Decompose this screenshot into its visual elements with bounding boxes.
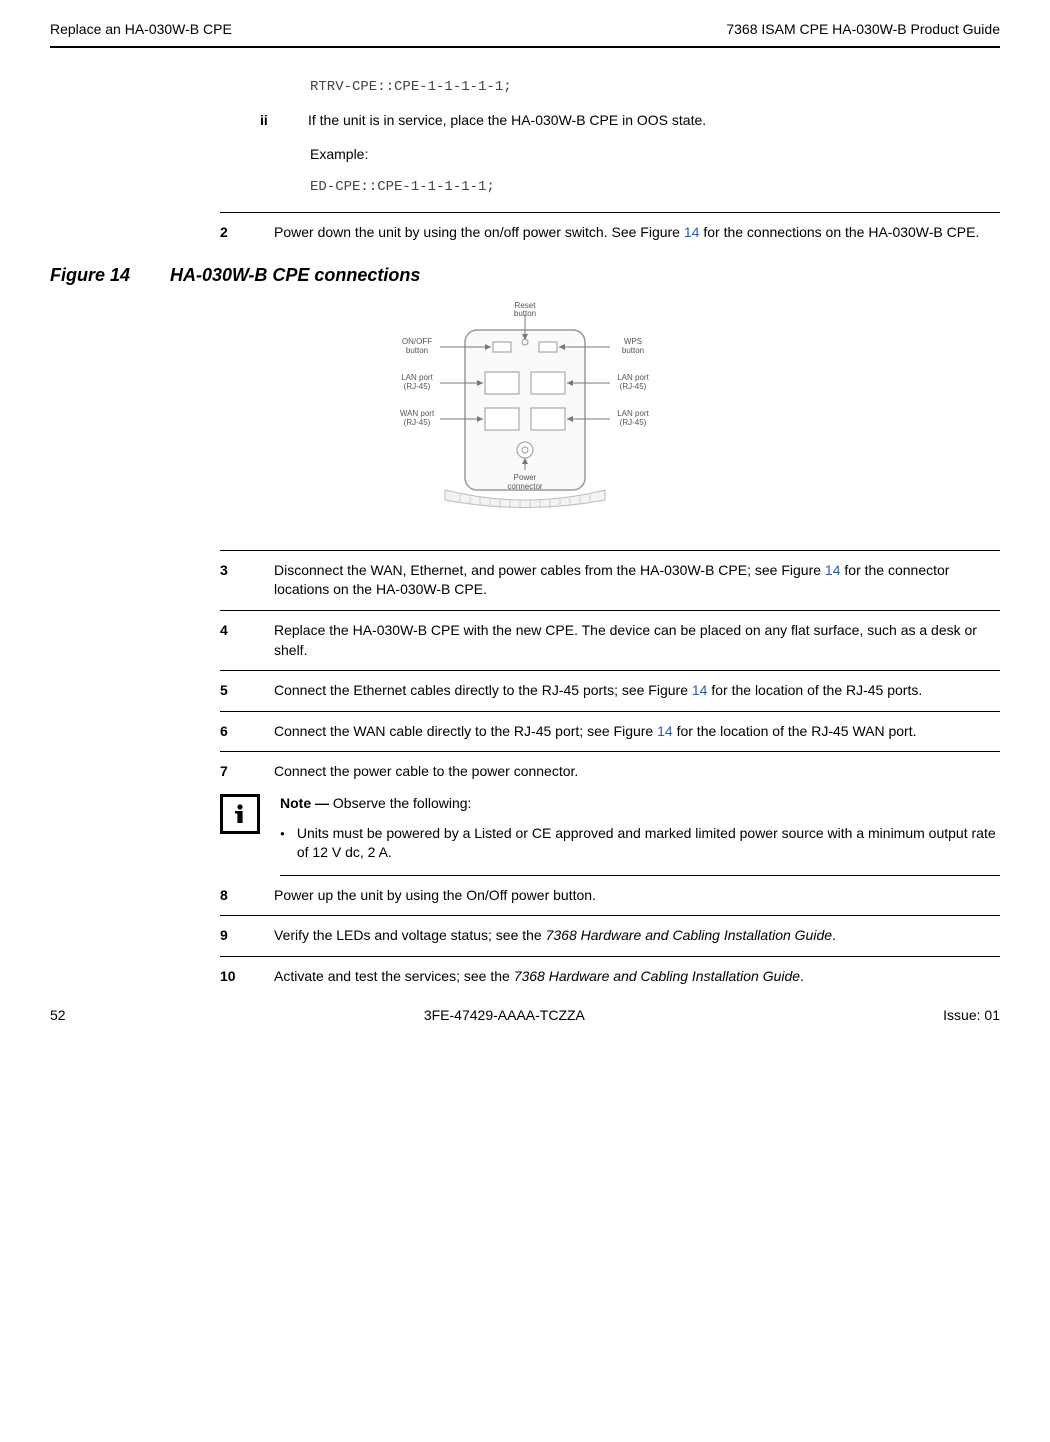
step-text: Connect the Ethernet cables directly to … xyxy=(274,681,1000,701)
step-text: Activate and test the services; see the … xyxy=(274,967,1000,987)
step-3: 3 Disconnect the WAN, Ethernet, and powe… xyxy=(220,561,1000,600)
step-9: 9 Verify the LEDs and voltage status; se… xyxy=(220,926,1000,946)
code-rtrv: RTRV-CPE::CPE-1-1-1-1-1; xyxy=(310,78,1000,98)
rule-before-step6 xyxy=(220,711,1000,712)
label-lan-tl: LAN port xyxy=(401,373,433,382)
device-diagram-svg: Reset button ON/OFF button WPS button LA… xyxy=(385,300,665,530)
svg-text:button: button xyxy=(622,346,644,355)
svg-text:button: button xyxy=(406,346,428,355)
step-num: 3 xyxy=(220,561,240,600)
rule-before-step7 xyxy=(220,751,1000,752)
figure-14-image: Reset button ON/OFF button WPS button LA… xyxy=(50,300,1000,530)
step-num: 9 xyxy=(220,926,240,946)
svg-text:(RJ-45): (RJ-45) xyxy=(404,418,431,427)
label-lan-tr: LAN port xyxy=(617,373,649,382)
header-right: 7368 ISAM CPE HA-030W-B Product Guide xyxy=(726,20,1000,40)
rule-before-step10 xyxy=(220,956,1000,957)
note-bullet: ● Units must be powered by a Listed or C… xyxy=(280,824,1000,863)
step-4: 4 Replace the HA-030W-B CPE with the new… xyxy=(220,621,1000,660)
rule-before-step9 xyxy=(220,915,1000,916)
figure-number: Figure 14 xyxy=(50,265,130,285)
step-text: Verify the LEDs and voltage status; see … xyxy=(274,926,1000,946)
page-number: 52 xyxy=(50,1006,66,1026)
note-bullet-text: Units must be powered by a Listed or CE … xyxy=(297,824,1000,863)
substep-marker: ii xyxy=(260,111,286,131)
rule-before-step2 xyxy=(220,212,1000,213)
step-num: 2 xyxy=(220,223,240,243)
figure-link[interactable]: 14 xyxy=(692,682,708,698)
doc-id: 3FE-47429-AAAA-TCZZA xyxy=(424,1006,585,1026)
step-text: Power up the unit by using the On/Off po… xyxy=(274,886,1000,906)
step-text: Replace the HA-030W-B CPE with the new C… xyxy=(274,621,1000,660)
figure-link[interactable]: 14 xyxy=(825,562,841,578)
step-7: 7 Connect the power cable to the power c… xyxy=(220,762,1000,782)
guide-ref: 7368 Hardware and Cabling Installation G… xyxy=(514,968,800,984)
label-power: Power xyxy=(514,473,537,482)
figure-title: HA-030W-B CPE connections xyxy=(170,265,420,285)
rule-before-step3 xyxy=(220,550,1000,551)
step-text: Disconnect the WAN, Ethernet, and power … xyxy=(274,561,1000,600)
note-block: Note — Observe the following: ● Units mu… xyxy=(220,794,1000,863)
step-text: Connect the power cable to the power con… xyxy=(274,762,1000,782)
figure-link[interactable]: 14 xyxy=(657,723,673,739)
svg-text:(RJ-45): (RJ-45) xyxy=(404,382,431,391)
label-wan: WAN port xyxy=(400,409,435,418)
example-label: Example: xyxy=(310,145,1000,165)
info-icon xyxy=(220,794,260,834)
step-2: 2 Power down the unit by using the on/of… xyxy=(220,223,1000,243)
note-lead: Note — Observe the following: xyxy=(280,794,1000,814)
svg-text:connector: connector xyxy=(507,482,542,491)
step-8: 8 Power up the unit by using the On/Off … xyxy=(220,886,1000,906)
rule-before-step5 xyxy=(220,670,1000,671)
header-rule xyxy=(50,46,1000,48)
step-num: 5 xyxy=(220,681,240,701)
step-num: 7 xyxy=(220,762,240,782)
code-ed: ED-CPE::CPE-1-1-1-1-1; xyxy=(310,178,1000,198)
step-num: 6 xyxy=(220,722,240,742)
step-num: 8 xyxy=(220,886,240,906)
rule-before-step4 xyxy=(220,610,1000,611)
figure-caption: Figure 14 HA-030W-B CPE connections xyxy=(50,263,1000,288)
step-text: Connect the WAN cable directly to the RJ… xyxy=(274,722,1000,742)
content-body: RTRV-CPE::CPE-1-1-1-1-1; ii If the unit … xyxy=(220,78,1000,198)
figure-link[interactable]: 14 xyxy=(684,224,700,240)
label-wps: WPS xyxy=(624,337,642,346)
note-body: Note — Observe the following: ● Units mu… xyxy=(280,794,1000,863)
issue: Issue: 01 xyxy=(943,1006,1000,1026)
step-num: 10 xyxy=(220,967,240,987)
substep-ii: ii If the unit is in service, place the … xyxy=(260,111,1000,131)
svg-text:(RJ-45): (RJ-45) xyxy=(620,382,647,391)
step-6: 6 Connect the WAN cable directly to the … xyxy=(220,722,1000,742)
page-footer: 52 3FE-47429-AAAA-TCZZA Issue: 01 xyxy=(50,1006,1000,1026)
page-header: Replace an HA-030W-B CPE 7368 ISAM CPE H… xyxy=(50,20,1000,40)
label-lan-br: LAN port xyxy=(617,409,649,418)
svg-text:button: button xyxy=(514,309,536,318)
step-5: 5 Connect the Ethernet cables directly t… xyxy=(220,681,1000,701)
svg-text:(RJ-45): (RJ-45) xyxy=(620,418,647,427)
step-text: Power down the unit by using the on/off … xyxy=(274,223,1000,243)
substep-text: If the unit is in service, place the HA-… xyxy=(308,111,1000,131)
header-left: Replace an HA-030W-B CPE xyxy=(50,20,232,40)
bullet-dot: ● xyxy=(280,824,285,863)
rule-before-step8 xyxy=(280,875,1000,876)
label-onoff: ON/OFF xyxy=(402,337,432,346)
guide-ref: 7368 Hardware and Cabling Installation G… xyxy=(546,927,832,943)
step-num: 4 xyxy=(220,621,240,660)
step-10: 10 Activate and test the services; see t… xyxy=(220,967,1000,987)
